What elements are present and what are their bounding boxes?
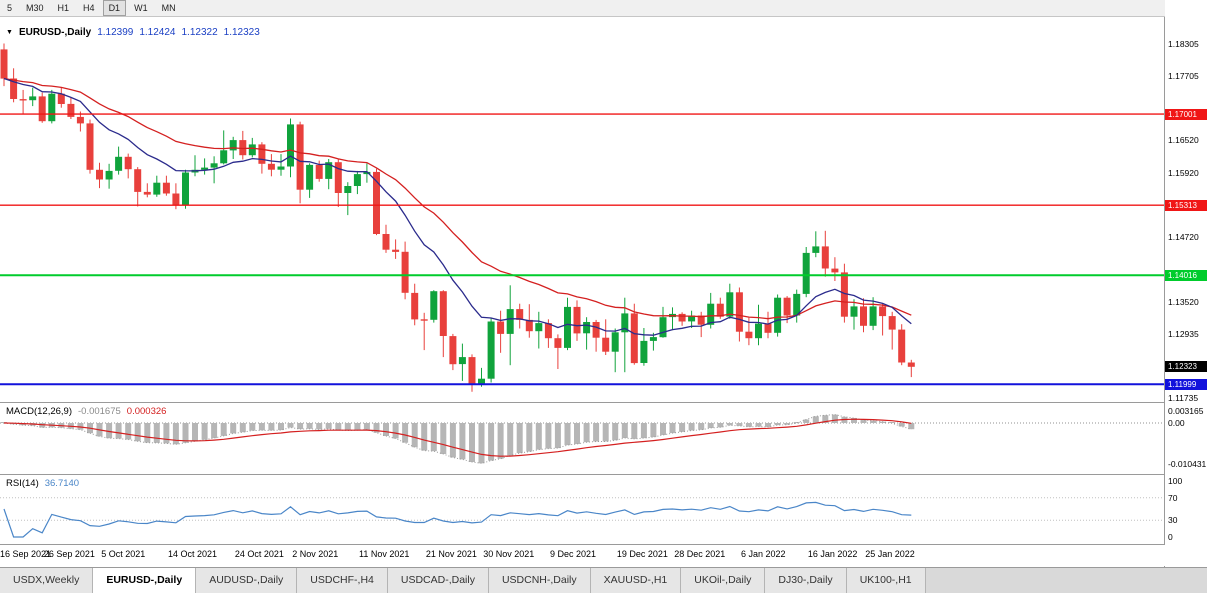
x-axis-date-label: 5 Oct 2021 bbox=[101, 549, 146, 559]
timeframe-button-m30[interactable]: M30 bbox=[26, 3, 44, 13]
timeframe-button-mn[interactable]: MN bbox=[161, 3, 176, 13]
price-axis-label: 1.15920 bbox=[1168, 167, 1199, 178]
x-axis-date-label: 21 Nov 2021 bbox=[425, 549, 477, 559]
macd-axis-label: 0.00 bbox=[1168, 418, 1185, 428]
x-axis-date-label: 11 Nov 2021 bbox=[359, 549, 410, 559]
price-axis-label: 1.12935 bbox=[1168, 328, 1199, 339]
timeframe-button-h4[interactable]: H4 bbox=[83, 3, 95, 13]
price-chart-panel[interactable]: ▼ EURUSD-,Daily 1.12399 1.12424 1.12322 … bbox=[0, 17, 1164, 403]
price-chart-canvas[interactable] bbox=[0, 17, 1164, 403]
chart-tab-xauusd-h1[interactable]: XAUUSD-,H1 bbox=[590, 568, 682, 593]
x-axis-date-label: 6 Jan 2022 bbox=[741, 549, 786, 559]
symbol-marker-icon: ▼ bbox=[6, 29, 13, 36]
price-high: 1.12424 bbox=[139, 27, 176, 38]
chart-tab-dj30-daily[interactable]: DJ30-,Daily bbox=[765, 568, 847, 593]
rsi-name: RSI(14) bbox=[6, 478, 39, 489]
price-open: 1.12399 bbox=[97, 27, 134, 38]
panel-separator bbox=[0, 544, 1207, 545]
x-axis-date-label: 9 Dec 2021 bbox=[550, 549, 597, 559]
chart-tab-ukoil-daily[interactable]: UKOil-,Daily bbox=[681, 568, 766, 593]
panel-separator bbox=[0, 474, 1207, 475]
x-axis-date-label: 30 Nov 2021 bbox=[483, 549, 535, 559]
rsi-axis-label: 100 bbox=[1168, 476, 1183, 486]
price-axis-label: 1.13520 bbox=[1168, 297, 1199, 307]
price-close: 1.12323 bbox=[223, 27, 260, 38]
price-axis-label: 1.11735 bbox=[1168, 393, 1199, 404]
chart-tab-audusd-daily[interactable]: AUDUSD-,Daily bbox=[196, 568, 298, 593]
macd-canvas[interactable] bbox=[0, 403, 1164, 475]
chart-tab-usdcnh-daily[interactable]: USDCNH-,Daily bbox=[488, 568, 591, 593]
rsi-axis-label: 30 bbox=[1168, 515, 1178, 526]
timeframe-button-w1[interactable]: W1 bbox=[134, 3, 148, 13]
price-axis-label: 1.17705 bbox=[1168, 71, 1199, 82]
price-line-badge: 1.17001 bbox=[1165, 108, 1207, 120]
price-line-badge: 1.11999 bbox=[1165, 378, 1207, 390]
x-axis-date-label: 2 Nov 2021 bbox=[292, 549, 339, 559]
rsi-indicator-panel[interactable]: RSI(14) 36.7140 bbox=[0, 475, 1164, 545]
chart-tab-usdcad-daily[interactable]: USDCAD-,Daily bbox=[387, 568, 489, 593]
x-axis-date-label: 14 Oct 2021 bbox=[168, 549, 218, 559]
chart-symbol-label: EURUSD-,Daily bbox=[18, 27, 92, 38]
price-line-badge: 1.14016 bbox=[1165, 269, 1207, 281]
timeframe-button-5[interactable]: 5 bbox=[7, 3, 13, 13]
price-line-badge: 1.15313 bbox=[1165, 199, 1207, 211]
x-axis-date-label: 24 Oct 2021 bbox=[234, 549, 284, 559]
axis-separator bbox=[1164, 17, 1165, 545]
macd-main-value: -0.001675 bbox=[78, 406, 121, 417]
time-axis: 16 Sep 2021 26 Sep 2021 5 Oct 2021 14 Oct 2… bbox=[0, 545, 1164, 567]
x-axis-date-label: 19 Dec 2021 bbox=[616, 549, 668, 559]
chart-tab-usdx-weekly[interactable]: USDX,Weekly bbox=[0, 568, 94, 593]
x-axis-date-label: 25 Jan 2022 bbox=[865, 549, 915, 559]
chart-tab-eurusd-daily[interactable]: EURUSD-,Daily bbox=[93, 568, 197, 593]
chart-tab-bar: USDX,Weekly EURUSD-,Daily AUDUSD-,Daily USD… bbox=[0, 567, 1207, 593]
macd-label: MACD(12,26,9) -0.001675 0.000326 bbox=[6, 406, 166, 417]
macd-name: MACD(12,26,9) bbox=[6, 406, 72, 417]
x-axis-date-label: 26 Sep 2021 bbox=[43, 549, 95, 559]
price-axis-label: 1.16520 bbox=[1168, 135, 1199, 146]
current-price-badge: 1.12323 bbox=[1165, 361, 1207, 373]
price-low: 1.12322 bbox=[181, 27, 218, 38]
rsi-value: 36.7140 bbox=[44, 478, 80, 489]
price-axis-label: 1.14720 bbox=[1168, 232, 1199, 243]
chart-tab-usdchf-h4[interactable]: USDCHF-,H4 bbox=[297, 568, 388, 593]
x-axis-date-label: 28 Dec 2021 bbox=[674, 549, 726, 559]
x-axis-date-label: 16 Jan 2022 bbox=[807, 549, 858, 559]
macd-axis-label: -0.010431 bbox=[1168, 458, 1207, 469]
x-axis-date-label: 16 Sep 2021 bbox=[0, 549, 52, 559]
chart-title: ▼ EURUSD-,Daily 1.12399 1.12424 1.12322 … bbox=[6, 27, 260, 38]
price-axis-label: 1.18305 bbox=[1168, 38, 1199, 49]
macd-indicator-panel[interactable]: MACD(12,26,9) -0.001675 0.000326 bbox=[0, 403, 1164, 475]
rsi-canvas[interactable] bbox=[0, 475, 1164, 545]
timeframe-toolbar: 5 M30 H1 H4 D1 W1 MN bbox=[0, 0, 1207, 17]
timeframe-button-h1[interactable]: H1 bbox=[57, 3, 70, 13]
panel-separator bbox=[0, 402, 1207, 403]
macd-signal-value: 0.000326 bbox=[126, 406, 167, 417]
rsi-label: RSI(14) 36.7140 bbox=[6, 478, 79, 489]
macd-axis-label: 0.003165 bbox=[1168, 405, 1204, 416]
timeframe-button-d1[interactable]: D1 bbox=[102, 0, 127, 16]
rsi-axis-label: 70 bbox=[1168, 492, 1178, 503]
chart-tab-uk100-h1[interactable]: UK100-,H1 bbox=[846, 568, 926, 593]
price-axis: 1.18305 1.17705 1.16520 1.15920 1.14720 1.135… bbox=[1165, 0, 1207, 567]
rsi-axis-label: 0 bbox=[1168, 532, 1173, 542]
